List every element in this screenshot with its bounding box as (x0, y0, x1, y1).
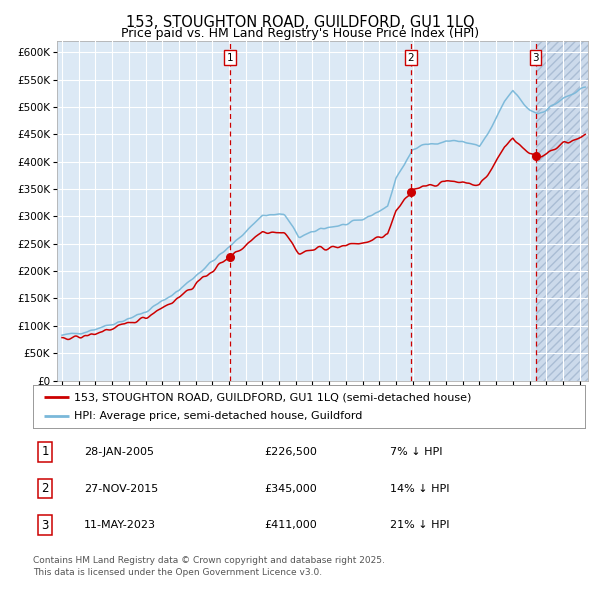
Text: 3: 3 (41, 519, 49, 532)
Text: £411,000: £411,000 (264, 520, 317, 530)
Text: 28-JAN-2005: 28-JAN-2005 (84, 447, 154, 457)
Text: 2: 2 (407, 53, 415, 63)
Text: 153, STOUGHTON ROAD, GUILDFORD, GU1 1LQ (semi-detached house): 153, STOUGHTON ROAD, GUILDFORD, GU1 1LQ … (74, 392, 472, 402)
Text: Price paid vs. HM Land Registry's House Price Index (HPI): Price paid vs. HM Land Registry's House … (121, 27, 479, 40)
Bar (536, 41, 588, 381)
Text: 1: 1 (41, 445, 49, 458)
Text: 153, STOUGHTON ROAD, GUILDFORD, GU1 1LQ: 153, STOUGHTON ROAD, GUILDFORD, GU1 1LQ (125, 15, 475, 30)
Text: 3: 3 (532, 53, 539, 63)
Bar (536, 41, 588, 381)
Text: 14% ↓ HPI: 14% ↓ HPI (390, 484, 449, 493)
Text: 7% ↓ HPI: 7% ↓ HPI (390, 447, 443, 457)
Text: 21% ↓ HPI: 21% ↓ HPI (390, 520, 449, 530)
Text: 2: 2 (41, 482, 49, 495)
Text: 1: 1 (227, 53, 233, 63)
Text: HPI: Average price, semi-detached house, Guildford: HPI: Average price, semi-detached house,… (74, 411, 363, 421)
Text: 27-NOV-2015: 27-NOV-2015 (84, 484, 158, 493)
Text: Contains HM Land Registry data © Crown copyright and database right 2025.
This d: Contains HM Land Registry data © Crown c… (33, 556, 385, 577)
Text: 11-MAY-2023: 11-MAY-2023 (84, 520, 156, 530)
Text: £226,500: £226,500 (264, 447, 317, 457)
Text: £345,000: £345,000 (264, 484, 317, 493)
